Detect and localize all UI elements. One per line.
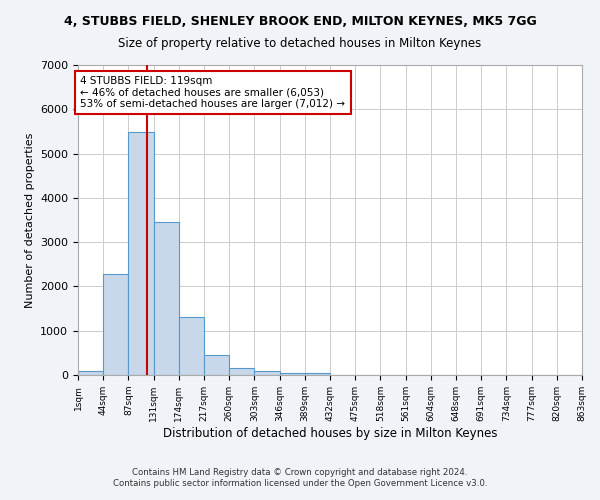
Bar [103, 274, 128, 375]
Text: Contains HM Land Registry data © Crown copyright and database right 2024.
Contai: Contains HM Land Registry data © Crown c… [113, 468, 487, 487]
Bar [305, 374, 330, 375]
Bar [254, 371, 280, 375]
Text: Size of property relative to detached houses in Milton Keynes: Size of property relative to detached ho… [118, 38, 482, 51]
Y-axis label: Number of detached properties: Number of detached properties [25, 132, 35, 308]
X-axis label: Distribution of detached houses by size in Milton Keynes: Distribution of detached houses by size … [163, 426, 497, 440]
Bar [179, 317, 204, 375]
Text: 4, STUBBS FIELD, SHENLEY BROOK END, MILTON KEYNES, MK5 7GG: 4, STUBBS FIELD, SHENLEY BROOK END, MILT… [64, 15, 536, 28]
Text: 4 STUBBS FIELD: 119sqm
← 46% of detached houses are smaller (6,053)
53% of semi-: 4 STUBBS FIELD: 119sqm ← 46% of detached… [80, 76, 346, 110]
Bar [154, 222, 179, 375]
Bar [229, 368, 254, 375]
Bar [78, 372, 103, 375]
Bar [280, 372, 305, 375]
Bar [128, 132, 154, 375]
Bar [204, 354, 229, 375]
